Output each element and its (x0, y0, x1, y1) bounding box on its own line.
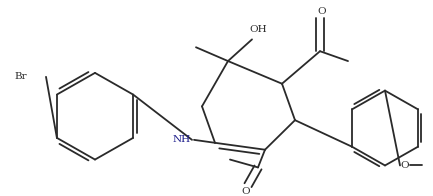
Text: NH: NH (173, 135, 191, 144)
Text: O: O (318, 7, 326, 16)
Text: OH: OH (249, 25, 267, 34)
Text: Br: Br (14, 72, 26, 81)
Text: O: O (401, 161, 409, 170)
Text: O: O (242, 187, 250, 196)
